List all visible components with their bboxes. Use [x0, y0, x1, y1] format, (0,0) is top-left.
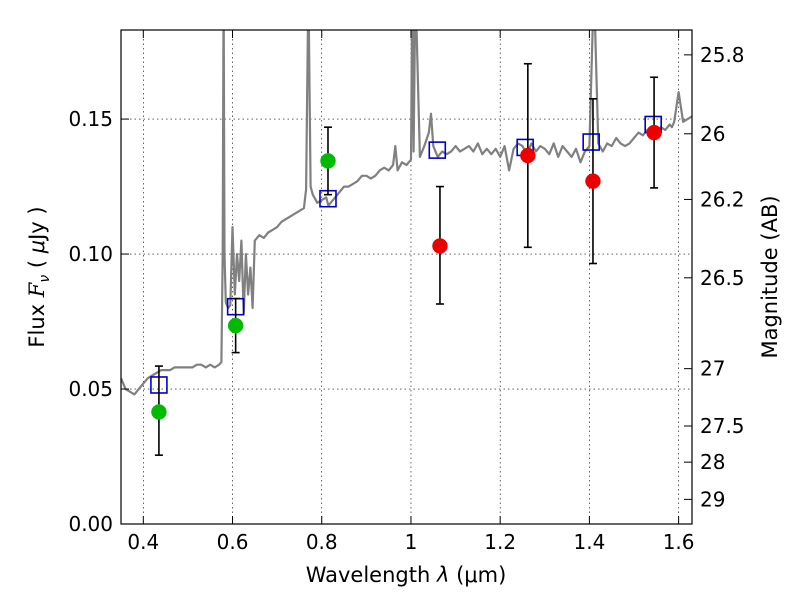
sed-template-line	[121, 30, 692, 396]
x-tick-label: 0.6	[217, 530, 249, 554]
model-photometry-markers	[150, 115, 662, 394]
error-bars	[154, 62, 659, 456]
observed-point	[320, 153, 336, 169]
y-tick-label: 0.10	[68, 242, 113, 266]
y-tick-label: 0.05	[68, 377, 113, 401]
x-tick-label: 1.6	[663, 530, 695, 554]
x-tick-label: 0.4	[127, 530, 159, 554]
y2-axis-ticks: 25.8 26 26.2 26.5 27 27.5 28 29	[684, 43, 745, 511]
model-square-marker	[428, 141, 447, 159]
y-tick-label: 0.15	[68, 107, 113, 131]
observed-point	[227, 317, 244, 334]
y2-tick-label: 26.5	[700, 266, 745, 290]
y2-tick-label: 29	[700, 487, 725, 511]
observed-point	[520, 147, 536, 164]
x-tick-label: 1	[405, 530, 418, 554]
observed-point	[585, 173, 601, 189]
observed-point	[432, 238, 448, 254]
y-axis-label: Flux Fν ( μJy )	[25, 206, 53, 347]
y2-tick-label: 26.2	[700, 187, 745, 211]
y-tick-label: 0.00	[68, 512, 113, 536]
x-tick-label: 1.4	[573, 530, 605, 554]
x-tick-label: 1.2	[484, 530, 516, 554]
x-axis-label: Wavelength λ (μm)	[306, 563, 507, 587]
y2-tick-label: 27	[700, 357, 725, 381]
plot-frame	[120, 29, 693, 525]
x-axis-ticks: 0.4 0.6 0.8 1 1.2 1.4 1.6	[127, 30, 695, 554]
y2-tick-label: 26	[700, 122, 725, 146]
x-tick-label: 0.8	[306, 530, 338, 554]
y2-axis-label: Magnitude (AB)	[758, 195, 782, 358]
plot-area	[121, 30, 692, 456]
y2-tick-label: 25.8	[700, 43, 745, 67]
observed-point	[646, 124, 662, 141]
model-square-marker	[582, 133, 600, 151]
observed-photometry-points	[151, 124, 662, 420]
y-axis-ticks: 0.00 0.05 0.10 0.15	[68, 107, 129, 536]
y2-tick-label: 27.5	[700, 414, 745, 438]
grid	[121, 30, 692, 525]
y2-tick-label: 28	[700, 450, 725, 474]
observed-point	[151, 404, 167, 420]
